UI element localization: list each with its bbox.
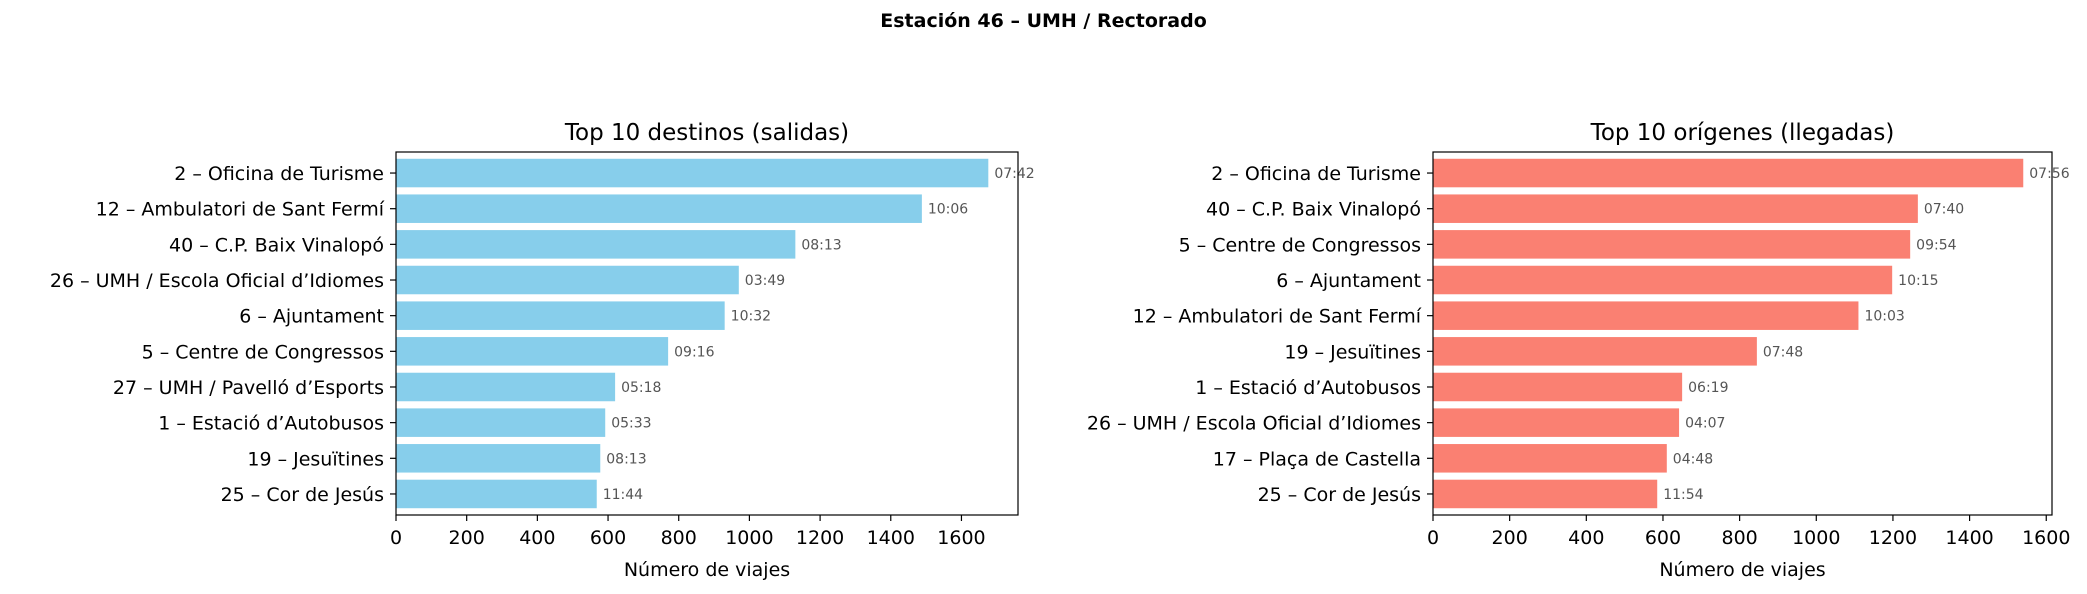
data-label: 11:54 bbox=[1663, 487, 1703, 503]
x-tick-label: 800 bbox=[661, 527, 697, 549]
x-tick-label: 1200 bbox=[796, 527, 844, 549]
category-label: 1 – Estació d’Autobusos bbox=[158, 413, 384, 435]
category-label: 5 – Centre de Congressos bbox=[1179, 234, 1421, 256]
category-label: 1 – Estació d’Autobusos bbox=[1195, 377, 1421, 399]
bar bbox=[1433, 194, 1918, 223]
category-label: 2 – Oficina de Turisme bbox=[174, 163, 384, 185]
x-tick-label: 1200 bbox=[1869, 527, 1917, 549]
bar bbox=[1433, 479, 1658, 509]
data-label: 07:40 bbox=[1924, 202, 1964, 218]
category-label: 26 – UMH / Escola Oficial d’Idiomes bbox=[1087, 413, 1421, 435]
data-label: 10:03 bbox=[1864, 309, 1904, 325]
plot-frame bbox=[1432, 151, 2053, 516]
x-tick-label: 400 bbox=[1568, 527, 1604, 549]
category-label: 12 – Ambulatori de Sant Fermí bbox=[96, 199, 385, 221]
bar bbox=[396, 444, 601, 473]
data-label: 09:16 bbox=[674, 344, 714, 360]
x-tick-label: 200 bbox=[1492, 527, 1528, 549]
x-tick-label: 0 bbox=[390, 527, 402, 549]
x-tick-label: 0 bbox=[1427, 527, 1439, 549]
bar bbox=[1433, 301, 1859, 330]
data-label: 05:33 bbox=[611, 416, 651, 432]
category-label: 25 – Cor de Jesús bbox=[221, 484, 384, 506]
x-tick-label: 600 bbox=[590, 527, 626, 549]
x-tick-label: 1000 bbox=[1792, 527, 1840, 549]
bar bbox=[1433, 408, 1680, 437]
category-label: 40 – C.P. Baix Vinalopó bbox=[1206, 199, 1421, 221]
bar bbox=[396, 408, 606, 437]
bar bbox=[1433, 337, 1757, 366]
bar bbox=[1433, 444, 1667, 473]
x-axis-label: Número de viajes bbox=[1659, 559, 1825, 581]
category-label: 5 – Centre de Congressos bbox=[142, 341, 384, 363]
category-label: 19 – Jesuïtines bbox=[1284, 341, 1421, 363]
data-label: 07:48 bbox=[1763, 344, 1803, 360]
x-tick-label: 1400 bbox=[867, 527, 915, 549]
bar bbox=[396, 337, 669, 366]
x-tick-label: 400 bbox=[519, 527, 555, 549]
bar bbox=[396, 158, 989, 188]
bar bbox=[396, 194, 922, 223]
data-label: 10:15 bbox=[1898, 273, 1938, 289]
x-tick-label: 1600 bbox=[937, 527, 985, 549]
category-label: 25 – Cor de Jesús bbox=[1258, 484, 1421, 506]
category-label: 19 – Jesuïtines bbox=[247, 448, 384, 470]
x-tick-label: 800 bbox=[1721, 527, 1757, 549]
category-label: 2 – Oficina de Turisme bbox=[1211, 163, 1421, 185]
x-tick-label: 1600 bbox=[2022, 527, 2070, 549]
data-label: 10:32 bbox=[731, 309, 771, 325]
x-tick-label: 200 bbox=[449, 527, 485, 549]
bar bbox=[1433, 230, 1911, 259]
bar bbox=[396, 301, 725, 330]
data-label: 11:44 bbox=[603, 487, 643, 503]
category-label: 40 – C.P. Baix Vinalopó bbox=[169, 234, 384, 256]
x-tick-label: 600 bbox=[1645, 527, 1681, 549]
category-label: 12 – Ambulatori de Sant Fermí bbox=[1133, 306, 1422, 328]
bar bbox=[396, 265, 739, 295]
figure-title: Estación 46 – UMH / Rectorado bbox=[880, 10, 1207, 32]
category-label: 6 – Ajuntament bbox=[1276, 270, 1421, 292]
data-label: 05:18 bbox=[621, 380, 661, 396]
plot-frame bbox=[395, 151, 1019, 516]
category-label: 17 – Plaça de Castella bbox=[1213, 448, 1421, 470]
data-label: 04:07 bbox=[1685, 416, 1725, 432]
data-label: 03:49 bbox=[745, 273, 785, 289]
data-label: 07:56 bbox=[2029, 166, 2069, 182]
x-axis-label: Número de viajes bbox=[624, 559, 790, 581]
data-label: 06:19 bbox=[1688, 380, 1728, 396]
x-tick-label: 1400 bbox=[1945, 527, 1993, 549]
data-label: 04:48 bbox=[1673, 451, 1713, 467]
data-label: 10:06 bbox=[928, 202, 968, 218]
bar bbox=[1433, 265, 1893, 295]
category-label: 6 – Ajuntament bbox=[239, 306, 384, 328]
bar bbox=[1433, 372, 1683, 402]
bar bbox=[396, 372, 616, 402]
category-label: 27 – UMH / Pavelló d’Esports bbox=[113, 377, 384, 399]
bar bbox=[396, 230, 796, 259]
data-label: 07:42 bbox=[994, 166, 1034, 182]
panel-title: Top 10 destinos (salidas) bbox=[564, 120, 849, 146]
data-label: 08:13 bbox=[606, 451, 646, 467]
data-label: 09:54 bbox=[1916, 237, 1956, 253]
category-label: 26 – UMH / Escola Oficial d’Idiomes bbox=[50, 270, 384, 292]
data-label: 08:13 bbox=[801, 237, 841, 253]
panel-title: Top 10 orígenes (llegadas) bbox=[1590, 120, 1895, 146]
bar bbox=[396, 479, 597, 509]
bar bbox=[1433, 158, 2024, 188]
x-tick-label: 1000 bbox=[725, 527, 773, 549]
